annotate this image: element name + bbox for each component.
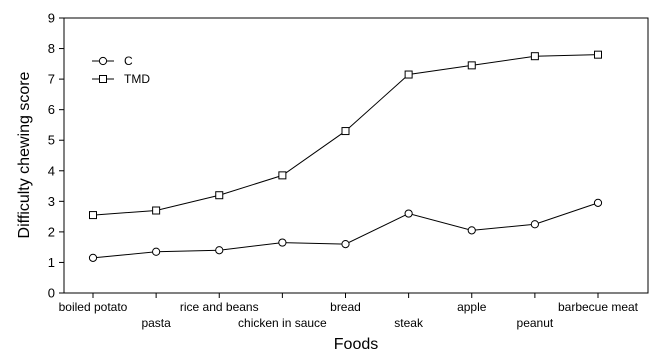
x-tick-label: bread: [330, 300, 361, 314]
y-tick-label: 7: [48, 72, 55, 87]
data-point-tmd: [278, 171, 287, 180]
y-tick-label: 6: [48, 102, 55, 117]
series-line-c: [92, 202, 599, 259]
y-tick-label: 8: [48, 41, 55, 56]
x-tick-label: chicken in sauce: [238, 316, 327, 330]
x-tick-label: pasta: [141, 316, 171, 330]
data-point-tmd: [530, 52, 539, 61]
y-tick-label: 9: [48, 11, 55, 26]
data-point-tmd: [215, 191, 224, 200]
y-tick-label: 5: [48, 133, 55, 148]
data-point-tmd: [89, 211, 97, 220]
y-tick-label: 3: [48, 194, 55, 209]
data-point-c: [467, 226, 476, 235]
data-point-c: [341, 240, 350, 249]
data-point-c: [88, 253, 98, 262]
y-axis-title: Difficulty chewing score: [16, 71, 33, 238]
x-tick-label: barbecue meat: [558, 300, 639, 314]
x-tick-label: steak: [394, 316, 424, 330]
data-point-tmd: [594, 50, 602, 59]
legend-label-c: C: [124, 54, 133, 68]
series-layer: [88, 50, 603, 262]
x-tick-label: peanut: [517, 316, 554, 330]
x-tick-label: rice and beans: [180, 300, 259, 314]
data-point-tmd: [341, 127, 350, 136]
y-tick-label: 4: [48, 163, 55, 178]
data-point-c: [152, 247, 161, 256]
data-point-c: [278, 238, 287, 247]
y-tick-label: 0: [48, 286, 55, 301]
data-point-tmd: [152, 206, 161, 215]
plot-area-frame: [63, 17, 649, 294]
legend: C TMD: [92, 54, 150, 86]
data-point-c: [530, 220, 539, 229]
data-point-c: [404, 209, 413, 218]
legend-marker-square: [99, 75, 107, 83]
y-axis-ticks: 0 1 2 3 4 5 6 7 8 9: [48, 11, 64, 301]
data-point-tmd: [404, 70, 413, 79]
data-point-tmd: [467, 61, 476, 70]
y-tick-label: 2: [48, 224, 55, 239]
legend-marker-circle: [98, 56, 108, 66]
x-axis-title: Foods: [334, 336, 378, 353]
x-axis-ticks: boiled potato pasta rice and beans chicken …: [59, 293, 639, 330]
x-tick-label: boiled potato: [59, 300, 128, 314]
legend-label-tmd: TMD: [124, 72, 150, 86]
data-point-c: [593, 198, 603, 207]
data-point-c: [215, 246, 224, 255]
y-tick-label: 1: [48, 255, 55, 270]
x-tick-label: apple: [457, 300, 487, 314]
